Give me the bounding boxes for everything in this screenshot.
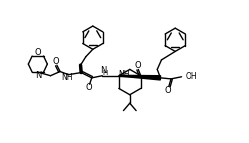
Text: NH: NH — [62, 73, 73, 82]
Text: NH: NH — [118, 70, 130, 79]
Text: N: N — [101, 66, 107, 75]
Polygon shape — [120, 75, 161, 80]
Text: O: O — [53, 57, 59, 66]
Text: O: O — [134, 61, 141, 70]
Text: OH: OH — [186, 72, 197, 81]
Text: O: O — [35, 48, 41, 57]
Text: O: O — [85, 84, 92, 93]
Text: N: N — [35, 71, 41, 80]
Text: O: O — [165, 86, 172, 95]
Text: H: H — [103, 70, 108, 76]
